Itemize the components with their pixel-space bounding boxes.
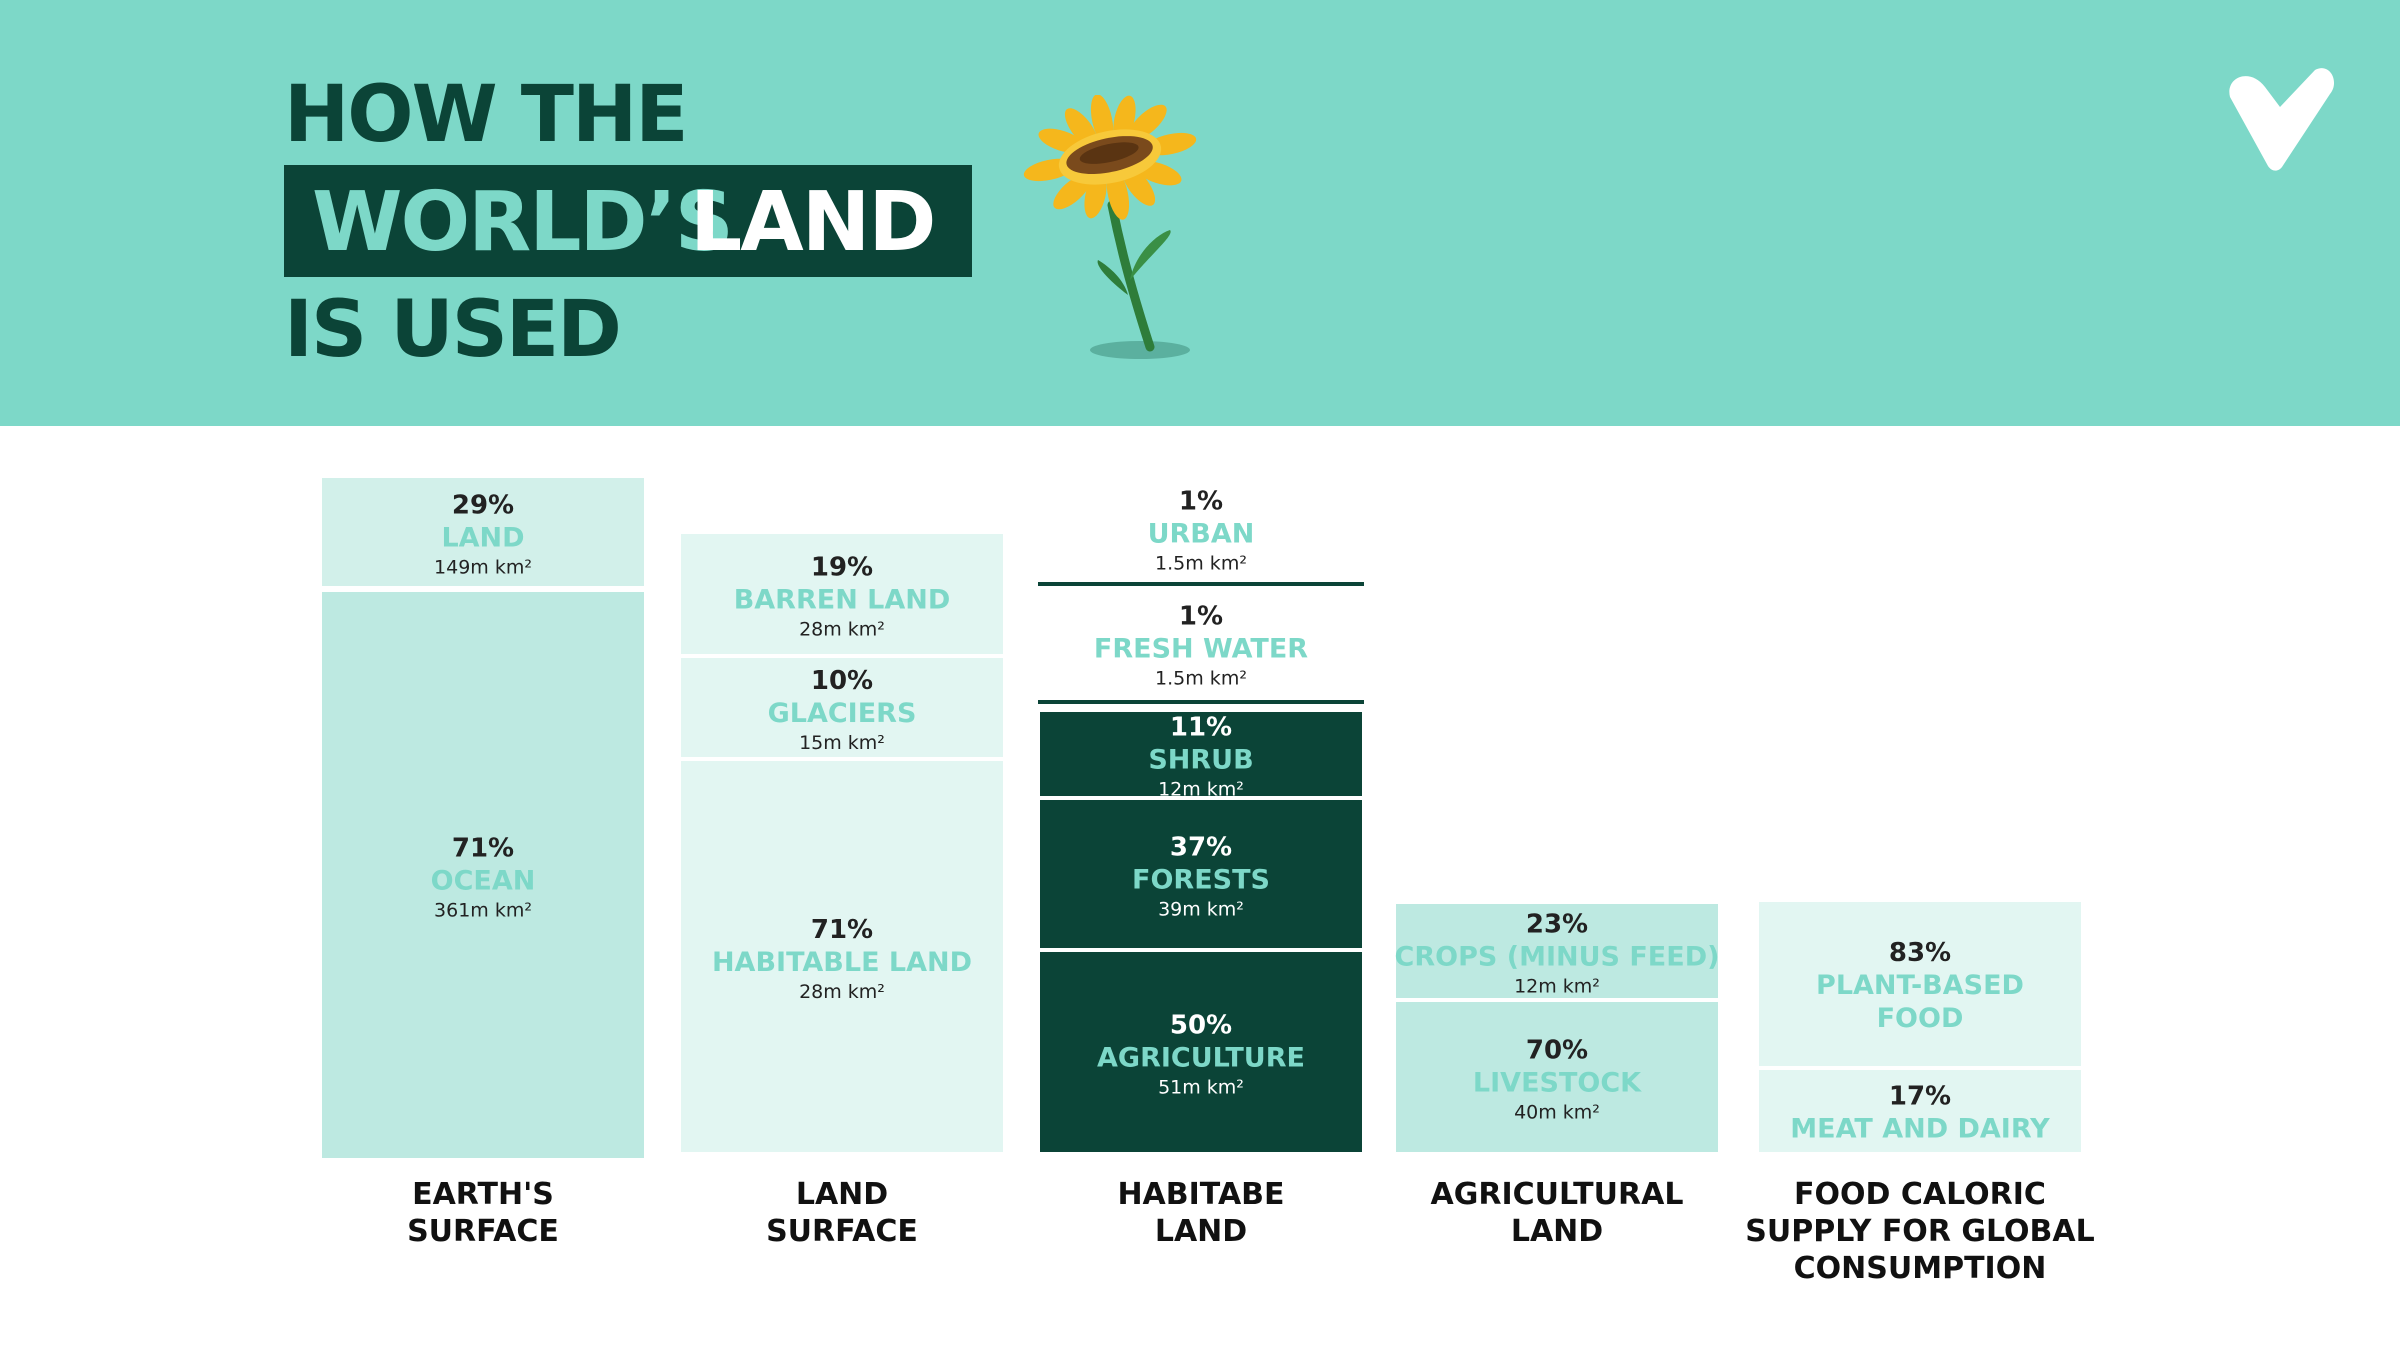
col2-axis-label-0: HABITABE [1117,1177,1284,1212]
col2-seg2-percent: 11% [1170,713,1232,743]
col4-seg1-bar [1759,1070,2081,1152]
col2-seg2-value: 12m km² [1158,779,1244,801]
col4-seg0-label-0: PLANT-BASED [1816,970,2024,1001]
col1-seg0-label-0: BARREN LAND [734,585,951,616]
col2-seg1-divider [1038,700,1364,704]
col4-axis-label-1: SUPPLY FOR GLOBAL [1745,1214,2094,1249]
col2-seg4-label-0: AGRICULTURE [1097,1043,1305,1074]
col0-seg1-bar [322,592,644,1158]
col0-seg0-percent: 29% [452,491,514,521]
col2-seg1-value: 1.5m km² [1155,668,1247,690]
col2-seg0-divider [1038,582,1364,586]
col3-seg1-label-0: LIVESTOCK [1473,1068,1642,1099]
col3-seg0-label-0: CROPS (MINUS FEED) [1395,942,1720,973]
col1-seg2-percent: 71% [811,915,873,945]
col3-seg0-value: 12m km² [1514,976,1600,998]
col1-axis-label-1: SURFACE [766,1214,918,1249]
col2-seg3-value: 39m km² [1158,899,1244,921]
col2-axis-label-1: LAND [1155,1214,1247,1249]
col4-seg1-percent: 17% [1889,1082,1951,1112]
col2-seg3-label-0: FORESTS [1132,865,1270,896]
col3-seg1-percent: 70% [1526,1036,1588,1066]
col2-seg3-percent: 37% [1170,833,1232,863]
col4-axis-label-0: FOOD CALORIC [1794,1177,2046,1212]
col1-seg1-percent: 10% [811,666,873,696]
col2-seg1-percent: 1% [1179,602,1223,632]
col2-seg2-bar [1040,712,1362,796]
col2-seg0-label-0: URBAN [1148,519,1255,550]
col0-axis-label-1: SURFACE [407,1214,559,1249]
col2-seg0-percent: 1% [1179,487,1223,517]
col0-seg1-label-0: OCEAN [431,866,536,897]
col4-seg1-label-0: MEAT AND DAIRY [1790,1114,2050,1145]
title-line-2b: LAND [690,175,936,270]
title-line-1: HOW THE [284,70,689,160]
col1-seg0-percent: 19% [811,553,873,583]
col3-seg1-value: 40m km² [1514,1102,1600,1124]
col0-seg0-value: 149m km² [434,557,532,579]
col3-axis-label-1: LAND [1511,1214,1603,1249]
col0-seg1-percent: 71% [452,834,514,864]
col4-seg0-percent: 83% [1889,938,1951,968]
col0-seg0-label-0: LAND [441,523,524,554]
col4-seg0-bar [1759,902,2081,1066]
col3-seg0-bar [1396,904,1718,998]
col2-seg1-label-0: FRESH WATER [1094,634,1308,665]
heart-check-logo-icon [2229,68,2335,171]
col0-seg1-value: 361m km² [434,900,532,922]
sunflower-icon [1023,95,1197,359]
col4-seg0-label-1: FOOD [1877,1003,1964,1034]
title-line-3: IS USED [284,285,622,375]
col1-seg1-label-0: GLACIERS [768,698,917,729]
col3-seg0-percent: 23% [1526,910,1588,940]
col1-axis-label-0: LAND [796,1177,888,1212]
col1-seg2-bar [681,761,1003,1152]
col2-seg3-bar [1040,800,1362,948]
col3-axis-label-0: AGRICULTURAL [1431,1177,1684,1212]
col3-seg1-bar [1396,1002,1718,1152]
col2-seg4-percent: 50% [1170,1011,1232,1041]
col0-seg0-bar [322,478,644,586]
col1-seg2-label-0: HABITABLE LAND [712,947,972,978]
col2-seg4-value: 51m km² [1158,1077,1244,1099]
col1-seg2-value: 28m km² [799,981,885,1003]
col1-seg1-value: 15m km² [799,732,885,754]
col4-axis-label-2: CONSUMPTION [1794,1251,2047,1286]
col0-axis-label-0: EARTH'S [412,1177,554,1212]
col2-seg2-label-0: SHRUB [1148,745,1253,776]
col2-seg0-value: 1.5m km² [1155,553,1247,575]
col1-seg0-bar [681,534,1003,654]
col1-seg0-value: 28m km² [799,619,885,641]
title-highlight-box [284,165,972,277]
title-line-2a: WORLD’S [312,175,734,270]
col2-seg4-bar [1040,952,1362,1152]
col1-seg1-bar [681,658,1003,757]
